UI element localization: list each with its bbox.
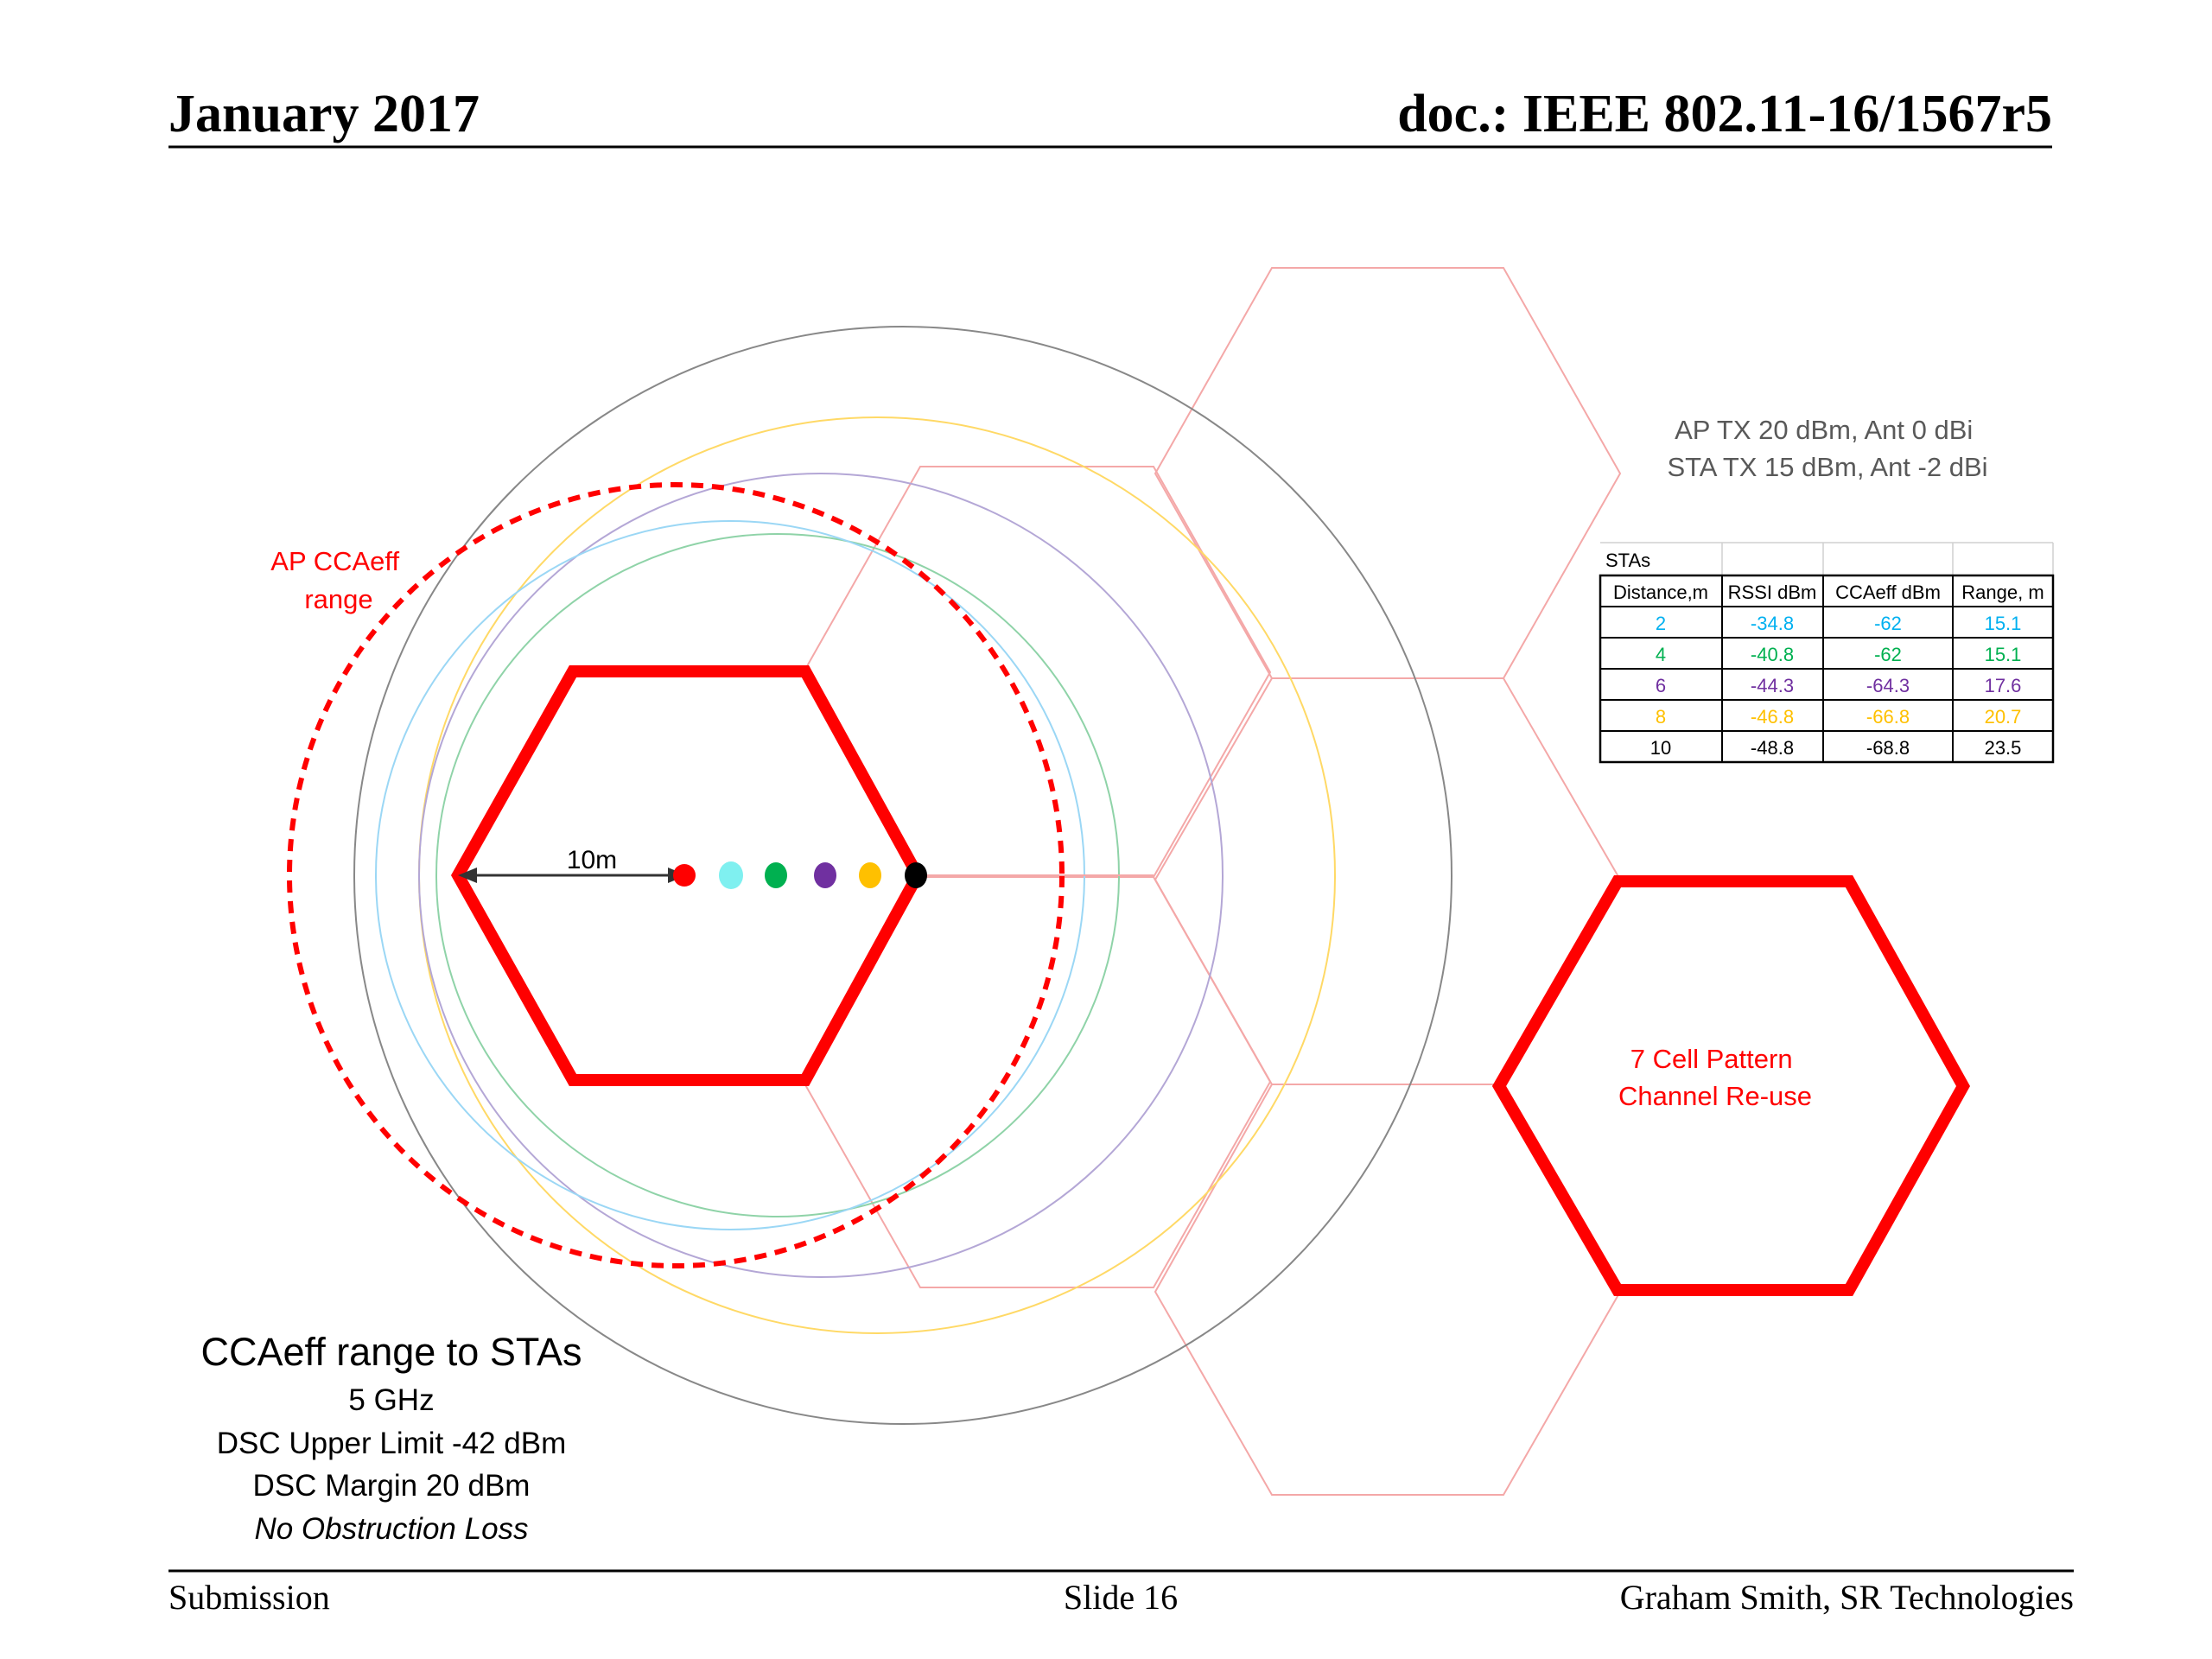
header-date: January 2017 [168,85,480,143]
table-cell: -34.8 [1751,613,1794,634]
tx-info-sta: STA TX 15 dBm, Ant -2 dBi [1667,452,1987,482]
table-cell: 15.1 [1985,644,2022,665]
sta-dot-6m [814,862,836,888]
table-cell: 8 [1656,706,1666,728]
table-cell: -64.3 [1866,675,1910,696]
table-cell: -68.8 [1866,737,1910,759]
range-circle-6m [418,473,1224,1278]
reuse-hexagon [1491,875,1971,1296]
hex-cell-upper-middle [802,466,1272,878]
footer-submission: Submission [168,1578,330,1617]
sta-dot-8m [859,862,881,888]
caption-line-2: DSC Upper Limit -42 dBm [217,1427,567,1460]
footer-slide-number: Slide 16 [1064,1578,1178,1617]
ap-range-label-line-1: AP CCAeff [270,546,399,576]
table-cell: 4 [1656,644,1666,665]
caption-line-3: DSC Margin 20 dBm [253,1469,531,1503]
pattern-label-line-1: 7 Cell Pattern [1630,1044,1793,1074]
sta-table: STAs Distance,m RSSI dBm CCAeff dBm Rang… [1599,542,2055,764]
table-caption: STAs [1605,550,1650,571]
table-cell: 6 [1656,675,1666,696]
range-circle-10m [353,326,1452,1425]
table-cell: 2 [1656,613,1666,634]
hex-cell-lower-middle [802,876,1272,1288]
range-circles [353,326,1452,1425]
table-header-distance: Distance,m [1613,582,1708,603]
footer-author: Graham Smith, SR Technologies [1620,1578,2074,1617]
table-header-ccaeff: CCAeff dBm [1835,582,1941,603]
table-cell: -44.3 [1751,675,1794,696]
header-doc-id: doc.: IEEE 802.11-16/1567r5 [1397,85,2052,143]
tx-info-ap: AP TX 20 dBm, Ant 0 dBi [1675,415,1973,445]
table-cell: -46.8 [1751,706,1794,728]
table-cell: 23.5 [1985,737,2022,759]
table-header-range: Range, m [1961,582,2044,603]
ap-dot [673,864,696,887]
ap-range-label: AP CCAeff range [270,546,406,614]
table-body: 2 -34.8 -62 15.1 4 -40.8 -62 15.1 6 -44.3 -64.3 17.… [1650,613,2022,759]
pattern-label: 7 Cell Pattern Channel Re-use [1618,1044,1812,1111]
pattern-label-line-2: Channel Re-use [1618,1081,1812,1111]
table-cell: -66.8 [1866,706,1910,728]
distance-label: 10m [567,846,617,874]
table-cell: -48.8 [1751,737,1794,759]
sta-dot-2m [719,861,743,889]
table-cell: 17.6 [1985,675,2022,696]
tx-info: AP TX 20 dBm, Ant 0 dBi STA TX 15 dBm, A… [1667,415,1987,482]
sta-dot-10m [905,862,927,888]
caption-line-1: 5 GHz [348,1383,434,1417]
caption-title: CCAeff range to STAs [200,1330,582,1374]
table-header-rssi: RSSI dBm [1728,582,1817,603]
table-cell: 15.1 [1985,613,2022,634]
hex-cell-bottom-right [1154,1084,1622,1496]
hex-cell-right [1154,677,1622,1085]
table-cell: -40.8 [1751,644,1794,665]
table-cell: -62 [1874,613,1902,634]
caption-italic: No Obstruction Loss [254,1512,528,1546]
ap-range-label-line-2: range [304,584,372,614]
sta-dot-4m [765,862,787,888]
hex-grid [802,267,1622,1496]
table-cell: 10 [1650,737,1671,759]
table-cell: 20.7 [1985,706,2022,728]
table-cell: -62 [1874,644,1902,665]
